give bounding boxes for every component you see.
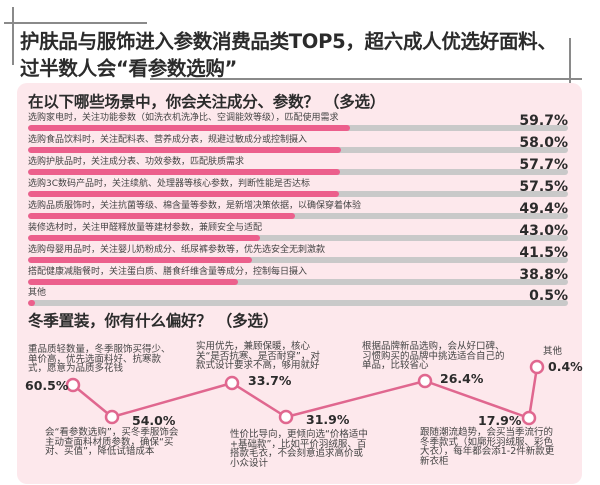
bar-track xyxy=(28,300,568,306)
bar-fill xyxy=(28,257,253,263)
bar-row: 其他 0.5% xyxy=(28,287,568,309)
bar-fill xyxy=(28,125,351,131)
point-value-label: 60.5% xyxy=(25,378,69,393)
decor-line-top-horizontal xyxy=(4,22,147,24)
bar-label: 选购3C数码产品时，关注续航、处理器等核心参数，判断性能是否达标 xyxy=(28,179,311,189)
bar-fill xyxy=(28,235,261,241)
bar-row: 选购食品饮料时，关注配料表、营养成分表，规避过敏成分或控制摄入 58.0% xyxy=(28,134,568,156)
bar-fill xyxy=(28,300,35,306)
bar-fill xyxy=(28,169,340,175)
bar-track xyxy=(28,213,568,219)
point-description: 跟随潮流趋势，会买当季流行的冬季款式（如廓形羽绒服、彩色大衣），每年都会添1-2… xyxy=(420,427,555,467)
bar-row: 选购家电时，关注功能参数（如洗衣机洗净比、空调能效等级），匹配使用需求 59.7… xyxy=(28,112,568,134)
point-description: 实用优先，兼顾保暖，核心关“是否抗寒、是否耐穿”，对款式设计要求不高，够用就好 xyxy=(196,341,320,371)
point-value-label: 26.4% xyxy=(440,371,484,386)
point-value-label: 0.4% xyxy=(548,359,583,374)
bar-track xyxy=(28,191,568,197)
data-point-marker xyxy=(104,409,120,425)
data-point-marker xyxy=(65,377,81,393)
bar-track xyxy=(28,279,568,285)
decor-line-bottom-horizontal xyxy=(150,78,582,80)
bar-track xyxy=(28,235,568,241)
bar-track xyxy=(28,125,568,131)
point-value-label: 33.7% xyxy=(248,373,292,388)
bar-label: 选购食品饮料时，关注配料表、营养成分表，规避过敏成分或控制摄入 xyxy=(28,135,308,145)
bar-row: 选购3C数码产品时，关注续航、处理器等核心参数，判断性能是否达标 57.5% xyxy=(28,178,568,200)
bar-track xyxy=(28,257,568,263)
bar-row: 选购品质服饰时，关注抗菌等级、棉含量等参数，是新增决策依据，以确保穿着体验 49… xyxy=(28,200,568,222)
data-point-marker xyxy=(417,373,433,389)
decor-line-right-vertical xyxy=(569,38,571,96)
section1-title: 在以下哪些场景中，你会关注成分、参数？ （多选） xyxy=(28,93,386,111)
point-description: 重品质轻数量，冬季服饰买得少、单价高，优先选面料好、抗寒款式，愿意为品质多花钱 xyxy=(28,344,171,374)
bar-label: 装修选材时，关注甲醛释放量等建材参数，兼顾安全与适配 xyxy=(28,223,263,233)
bar-track xyxy=(28,169,568,175)
bar-label: 选购母婴用品时，关注婴儿奶粉成分、纸尿裤参数等，优先选安全无刺激款 xyxy=(28,245,326,255)
bar-label: 选购护肤品时，关注成分表、功效参数，匹配肤质需求 xyxy=(28,157,245,167)
bar-row: 选购母婴用品时，关注婴儿奶粉成分、纸尿裤参数等，优先选安全无刺激款 41.5% xyxy=(28,244,568,266)
point-description: 根据品牌新品选购，会从好口碑、习惯购买的品牌中挑选适合自己的单品，比较省心 xyxy=(362,341,505,371)
bar-row: 装修选材时，关注甲醛释放量等建材参数，兼顾安全与适配 43.0% xyxy=(28,222,568,244)
bar-track xyxy=(28,147,568,153)
title-line-2: 过半数人会“看参数选购” xyxy=(20,57,238,80)
bar-row: 选购护肤品时，关注成分表、功效参数，匹配肤质需求 57.7% xyxy=(28,156,568,178)
data-point-marker xyxy=(224,375,240,391)
point-value-label: 31.9% xyxy=(306,412,350,427)
bar-fill xyxy=(28,279,238,285)
point-description: 会“看参数选购”，买冬季服饰会主动查面料材质参数，确保“买对、买值”，降低试错成… xyxy=(45,427,179,457)
bar-label: 选购品质服饰时，关注抗菌等级、棉含量等参数，是新增决策依据，以确保穿着体验 xyxy=(28,201,362,211)
bar-fill xyxy=(28,147,342,153)
bar-label: 搭配健康减脂餐时，关注蛋白质、膳食纤维含量等成分，控制每日摄入 xyxy=(28,267,308,277)
bar-fill xyxy=(28,191,339,197)
data-point-marker xyxy=(529,359,545,375)
section2-title: 冬季置装，你有什么偏好？ （多选） xyxy=(28,312,278,330)
point-description: 其他 xyxy=(543,346,563,357)
data-point-marker xyxy=(521,410,537,426)
bar-label: 选购家电时，关注功能参数（如洗衣机洗净比、空调能效等级），匹配使用需求 xyxy=(28,113,339,123)
decor-line-left-vertical xyxy=(12,7,14,65)
point-value-label: 17.9% xyxy=(478,413,522,428)
point-value-label: 54.0% xyxy=(132,413,176,428)
point-description: 性价比导向，更倾向选“价格适中+基础款”，比如平价羽绒服、百搭款毛衣，不会刻意追… xyxy=(230,429,368,469)
page-title: 护肤品与服饰进入参数消费品类TOP5，超六成人优选好面料、 过半数人会“看参数选… xyxy=(20,28,585,82)
bar-fill xyxy=(28,213,295,219)
bar-label: 其他 xyxy=(28,288,47,298)
bar-row: 搭配健康减脂餐时，关注蛋白质、膳食纤维含量等成分，控制每日摄入 38.8% xyxy=(28,266,568,288)
data-point-marker xyxy=(278,409,294,425)
title-line-1: 护肤品与服饰进入参数消费品类TOP5，超六成人优选好面料、 xyxy=(20,30,557,53)
